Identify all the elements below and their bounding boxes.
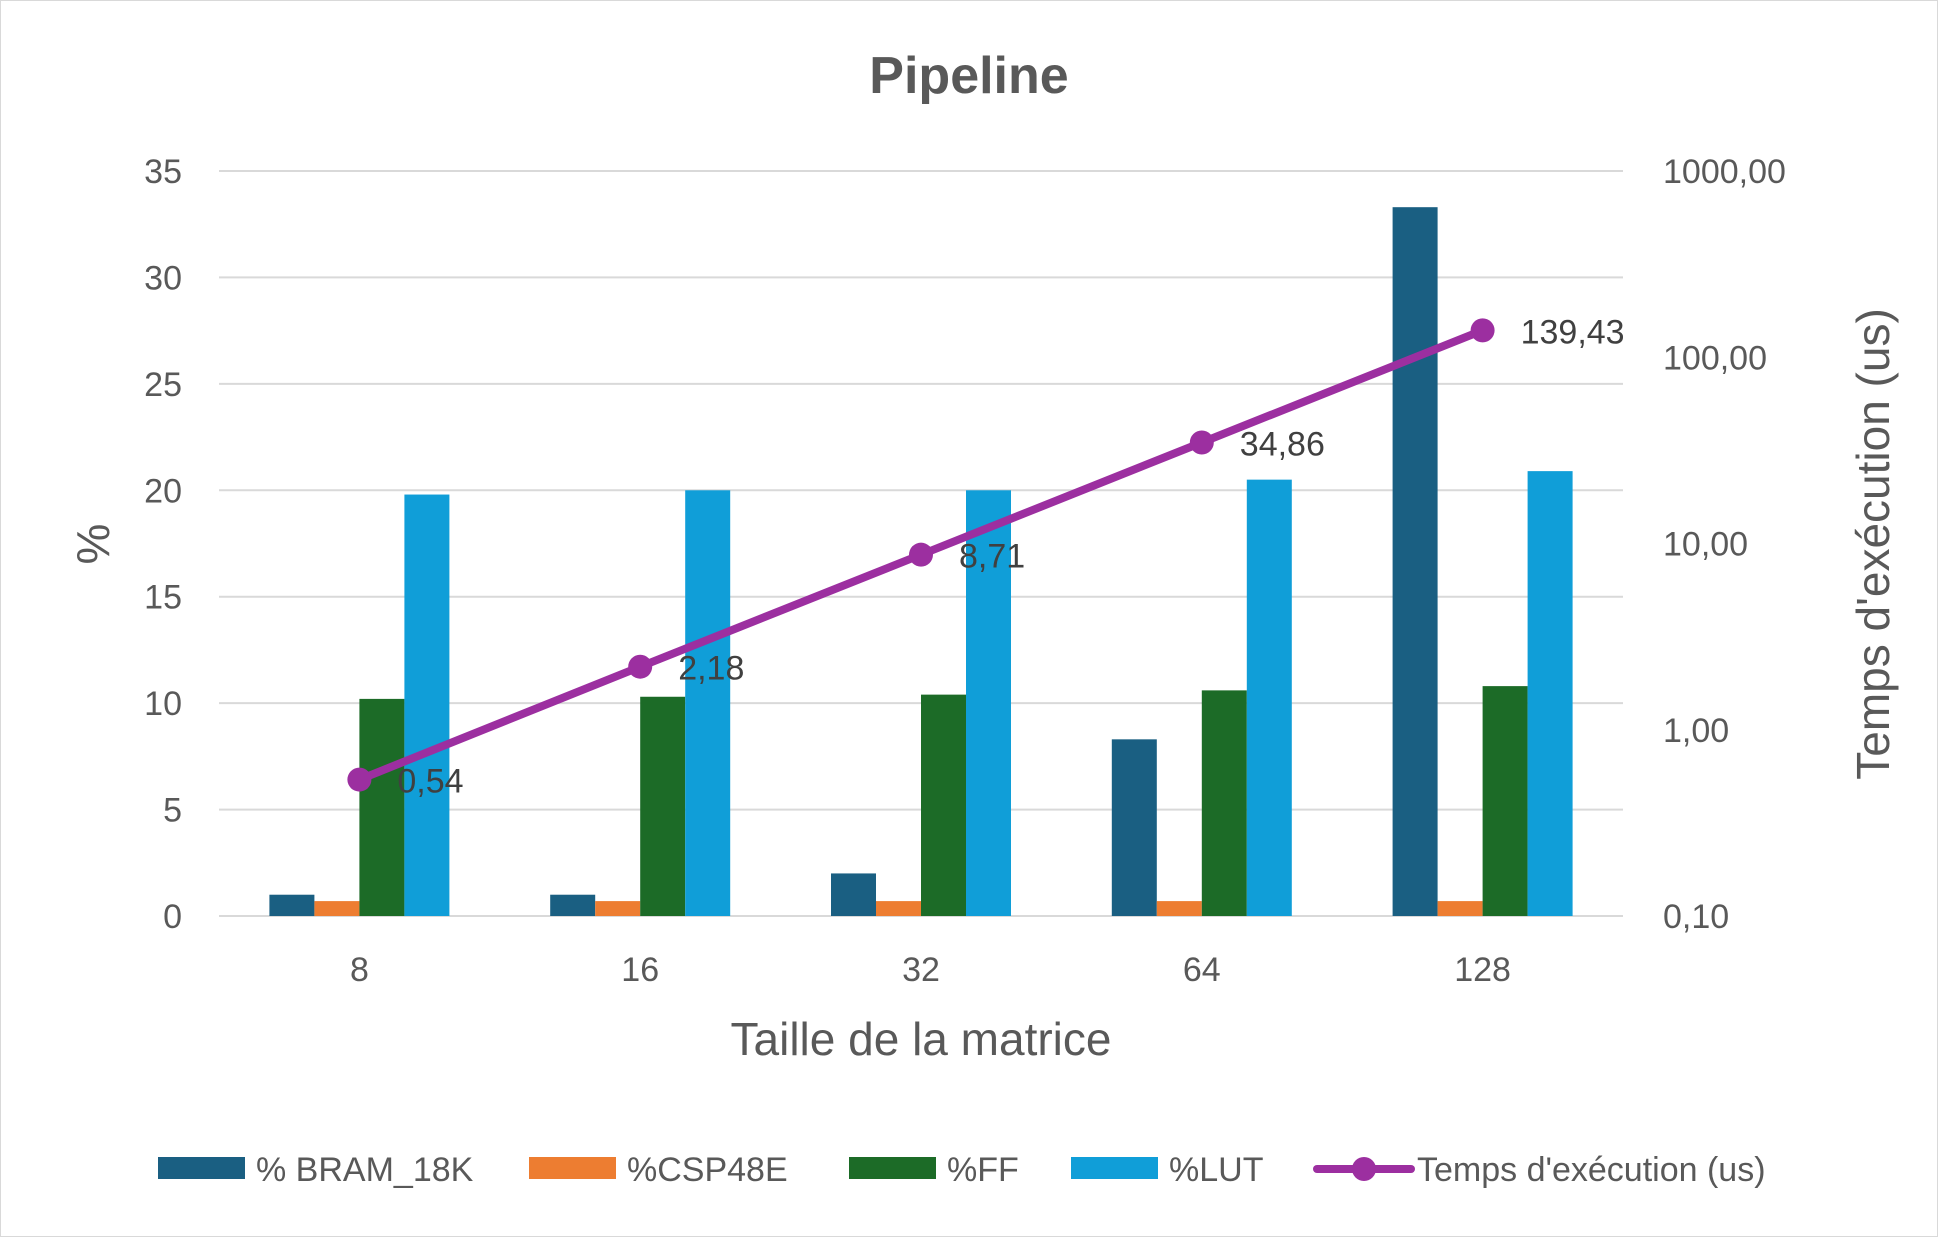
bar	[1482, 686, 1528, 916]
bars	[269, 207, 1573, 916]
bar	[1392, 207, 1438, 916]
legend-swatch	[529, 1157, 616, 1179]
chart-title: Pipeline	[869, 47, 1068, 105]
x-axis-title: Taille de la matrice	[731, 1013, 1112, 1065]
y2-tick-label: 100,00	[1663, 339, 1767, 377]
legend-label: %LUT	[1169, 1151, 1263, 1189]
line-marker	[1189, 430, 1214, 455]
bar	[1201, 690, 1247, 916]
legend: % BRAM_18K %CSP48E %FF %LUT Temps d'exécutio…	[158, 1151, 1766, 1189]
y-axis-title: %	[67, 524, 119, 565]
legend-marker	[1352, 1157, 1376, 1181]
y2-tick-label: 1,00	[1663, 712, 1729, 750]
bar	[966, 490, 1011, 916]
bar	[269, 894, 315, 916]
data-label: 0,54	[397, 763, 463, 801]
bar	[550, 894, 596, 916]
line-marker	[347, 767, 372, 792]
x-tick-label: 16	[621, 951, 659, 989]
x-tick-label: 8	[350, 951, 369, 989]
legend-swatch	[849, 1157, 936, 1179]
x-axis-ticks: 8 16 32 64 128	[350, 951, 1511, 989]
bar	[685, 490, 731, 916]
y-axis-ticks: 0 5 10 15 20 25 30 35	[144, 153, 182, 936]
legend-label: Temps d'exécution (us)	[1417, 1151, 1766, 1189]
y-tick-label: 35	[144, 153, 182, 191]
legend-label: %CSP48E	[627, 1151, 788, 1189]
bar	[359, 698, 405, 916]
y-tick-label: 15	[144, 579, 182, 617]
y-tick-label: 10	[144, 685, 182, 723]
bar	[1437, 901, 1483, 916]
bar	[831, 873, 876, 916]
y-tick-label: 20	[144, 472, 182, 510]
y2-tick-label: 1000,00	[1663, 153, 1786, 191]
legend-label: %FF	[947, 1151, 1019, 1189]
data-labels: 0,54 2,18 8,71 34,86 139,43	[397, 313, 1624, 800]
line-marker	[909, 542, 933, 567]
legend-swatch	[158, 1157, 245, 1179]
data-label: 34,86	[1240, 425, 1325, 463]
bar	[1111, 739, 1157, 916]
x-tick-label: 32	[902, 951, 940, 989]
line-marker	[1470, 318, 1495, 343]
bar	[876, 901, 921, 916]
y2-tick-label: 10,00	[1663, 526, 1748, 564]
line-marker	[628, 654, 653, 679]
data-label: 2,18	[678, 650, 744, 688]
legend-label: % BRAM_18K	[256, 1151, 474, 1189]
y-tick-label: 25	[144, 366, 182, 404]
bar	[1527, 471, 1573, 916]
bar	[404, 494, 450, 916]
bar	[921, 694, 966, 916]
legend-swatch	[1071, 1157, 1158, 1179]
x-tick-label: 128	[1454, 951, 1511, 989]
data-label: 8,71	[959, 538, 1025, 576]
bar	[314, 901, 360, 916]
line-series	[347, 318, 1495, 792]
y2-tick-label: 0,10	[1663, 898, 1729, 936]
bar	[1246, 479, 1292, 916]
y-tick-label: 0	[163, 898, 182, 936]
bar	[595, 901, 641, 916]
y2-axis-title: Temps d'exécution (us)	[1847, 308, 1899, 780]
y-tick-label: 5	[163, 792, 182, 830]
x-tick-label: 64	[1183, 951, 1221, 989]
bar	[1156, 901, 1202, 916]
y2-axis-ticks: 0,10 1,00 10,00 100,00 1000,00	[1663, 153, 1786, 936]
data-label: 139,43	[1521, 313, 1625, 351]
bar	[640, 696, 686, 916]
y-tick-label: 30	[144, 259, 182, 297]
